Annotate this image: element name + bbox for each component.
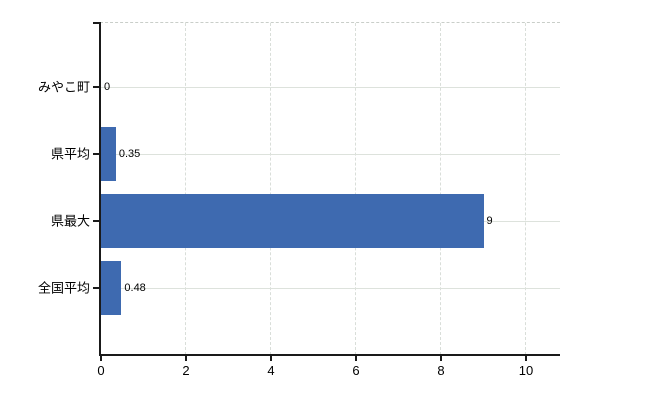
x-tick-label: 8 [437, 363, 445, 378]
plot-area: 0 0.35 9 0.48 [100, 22, 560, 355]
x-axis-tick [185, 355, 187, 361]
horizontal-gridline [100, 154, 560, 155]
x-axis-tick [100, 355, 102, 361]
bar [101, 261, 122, 315]
x-tick-label: 0 [97, 363, 105, 378]
category-label: 県平均 [50, 146, 90, 162]
x-axis-line [99, 354, 560, 356]
horizontal-gridline [100, 288, 560, 289]
horizontal-gridline [100, 87, 560, 88]
vertical-gridline [525, 23, 526, 355]
bar [101, 194, 484, 248]
category-label: 全国平均 [37, 280, 90, 296]
category-tick [93, 220, 99, 222]
x-axis-tick [355, 355, 357, 361]
category-label: 県最大 [50, 213, 90, 229]
x-axis-tick [440, 355, 442, 361]
y-axis-top-tick [93, 22, 100, 24]
category-tick [93, 287, 99, 289]
value-label: 0.48 [124, 282, 146, 294]
value-label: 9 [486, 215, 493, 227]
value-label: 0 [104, 81, 111, 93]
x-tick-label: 2 [182, 363, 190, 378]
x-axis-tick [525, 355, 527, 361]
category-label: みやこ町 [37, 79, 90, 95]
vertical-gridline [185, 23, 186, 355]
vertical-gridline [270, 23, 271, 355]
category-tick [93, 153, 99, 155]
bar [101, 127, 116, 181]
category-tick [93, 86, 99, 88]
x-tick-label: 10 [518, 363, 534, 378]
y-axis-line [99, 22, 101, 355]
x-tick-label: 6 [352, 363, 360, 378]
vertical-gridline [355, 23, 356, 355]
x-tick-label: 4 [267, 363, 275, 378]
x-axis-tick [270, 355, 272, 361]
value-label: 0.35 [118, 148, 141, 160]
vertical-gridline [440, 23, 441, 355]
